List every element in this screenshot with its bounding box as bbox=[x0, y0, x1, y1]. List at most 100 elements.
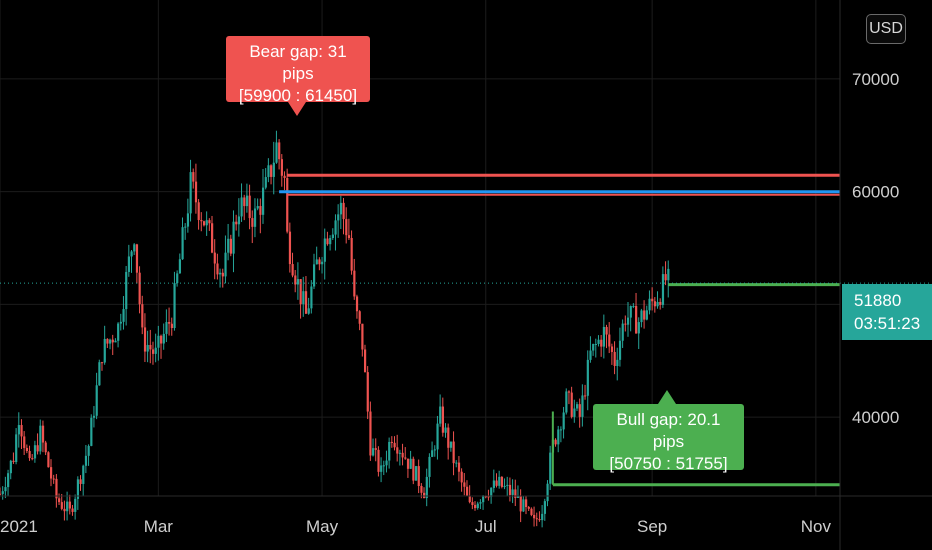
candle-body bbox=[385, 460, 388, 466]
candle-body bbox=[388, 441, 391, 461]
candle-body bbox=[202, 221, 206, 226]
candle-body bbox=[270, 165, 273, 177]
candle-body bbox=[471, 502, 474, 506]
candle-body bbox=[406, 458, 410, 469]
candle-body bbox=[508, 484, 512, 495]
candle-body bbox=[114, 340, 117, 343]
candle-body bbox=[447, 427, 450, 448]
candle-body bbox=[117, 323, 120, 341]
candle-body bbox=[444, 427, 447, 433]
price-axis[interactable]: 40000 60000 70000 bbox=[852, 70, 899, 427]
candle-body bbox=[213, 252, 216, 264]
candle-body bbox=[82, 465, 85, 484]
candle-body bbox=[511, 489, 514, 495]
candle-body bbox=[608, 334, 611, 347]
candle-body bbox=[119, 321, 122, 324]
candle-body bbox=[39, 425, 42, 452]
candle-body bbox=[253, 208, 257, 227]
candle-body bbox=[401, 452, 404, 458]
candle-body bbox=[229, 238, 232, 254]
candle-body bbox=[1, 491, 4, 494]
candle-body bbox=[605, 326, 608, 335]
candle-body bbox=[125, 271, 128, 310]
candle-body bbox=[490, 487, 493, 497]
bear-gap-range: [59900 : 61450] bbox=[238, 86, 358, 105]
candle-body bbox=[296, 279, 300, 285]
price-tick-label: 70000 bbox=[852, 70, 899, 89]
candle-body bbox=[578, 404, 581, 417]
candle-body bbox=[667, 268, 670, 281]
candle-body bbox=[52, 478, 55, 480]
time-tick-label: Jul bbox=[475, 517, 497, 536]
last-price-tag: 51880 03:51:23 bbox=[842, 284, 932, 340]
candle-body bbox=[288, 231, 292, 265]
currency-button[interactable]: USD bbox=[866, 14, 906, 44]
candle-body bbox=[299, 279, 302, 305]
candle-body bbox=[495, 480, 498, 486]
candle-body bbox=[476, 503, 479, 509]
candle-body bbox=[221, 272, 224, 277]
candle-body bbox=[251, 218, 254, 227]
candle-body bbox=[567, 391, 571, 393]
candle-body bbox=[149, 344, 152, 350]
candle-body bbox=[487, 496, 490, 498]
candle-body bbox=[549, 452, 552, 484]
candle-body bbox=[404, 457, 407, 459]
candle-body bbox=[452, 441, 455, 464]
candle-body bbox=[25, 447, 29, 452]
candle-body bbox=[355, 296, 359, 312]
candle-body bbox=[592, 343, 595, 351]
candle-body bbox=[484, 496, 487, 498]
candle-body bbox=[157, 335, 160, 348]
candle-body bbox=[294, 275, 297, 285]
candle-body bbox=[382, 465, 385, 467]
candle-body bbox=[302, 291, 305, 305]
candle-body bbox=[240, 197, 243, 217]
candle-body bbox=[122, 309, 125, 322]
candle-body bbox=[41, 425, 45, 443]
candle-body bbox=[168, 322, 171, 324]
candle-body bbox=[0, 493, 2, 495]
candle-body bbox=[374, 448, 377, 450]
candle-body bbox=[635, 305, 638, 334]
candle-body bbox=[522, 499, 525, 512]
candle-body bbox=[205, 220, 208, 226]
candle-body bbox=[323, 238, 326, 262]
time-tick-label: Mar bbox=[144, 517, 174, 536]
bar-countdown: 03:51:23 bbox=[854, 314, 921, 333]
candle-body bbox=[372, 448, 375, 456]
candle-body bbox=[141, 304, 144, 328]
candle-body bbox=[503, 485, 506, 487]
candle-body bbox=[533, 514, 536, 519]
candle-body bbox=[525, 499, 528, 508]
candle-body bbox=[661, 274, 665, 305]
candle-body bbox=[621, 323, 624, 341]
time-axis[interactable]: 2021 Mar May Jul Sep Nov bbox=[0, 517, 831, 536]
candle-body bbox=[109, 339, 112, 344]
candle-body bbox=[519, 496, 522, 512]
candle-body bbox=[396, 447, 399, 454]
candle-body bbox=[9, 460, 12, 474]
candle-body bbox=[393, 442, 396, 448]
candle-body bbox=[189, 172, 192, 214]
candle-body bbox=[243, 197, 246, 207]
candle-body bbox=[133, 244, 136, 252]
candle-body bbox=[468, 495, 471, 503]
candle-body bbox=[15, 434, 18, 462]
candle-body bbox=[262, 187, 265, 215]
candle-body bbox=[197, 202, 200, 221]
candle-body bbox=[366, 372, 369, 412]
candle-body bbox=[474, 505, 477, 509]
bull-gap-range: [50750 : 51755] bbox=[609, 454, 728, 473]
candle-body bbox=[23, 436, 26, 448]
candle-body bbox=[616, 359, 619, 366]
candle-body bbox=[632, 305, 635, 307]
candle-body bbox=[436, 423, 439, 450]
candle-body bbox=[345, 219, 348, 236]
candle-body bbox=[479, 502, 482, 504]
candle-body bbox=[629, 306, 632, 318]
candle-body bbox=[103, 338, 106, 363]
candle-body bbox=[659, 301, 662, 305]
candle-body bbox=[570, 392, 573, 417]
